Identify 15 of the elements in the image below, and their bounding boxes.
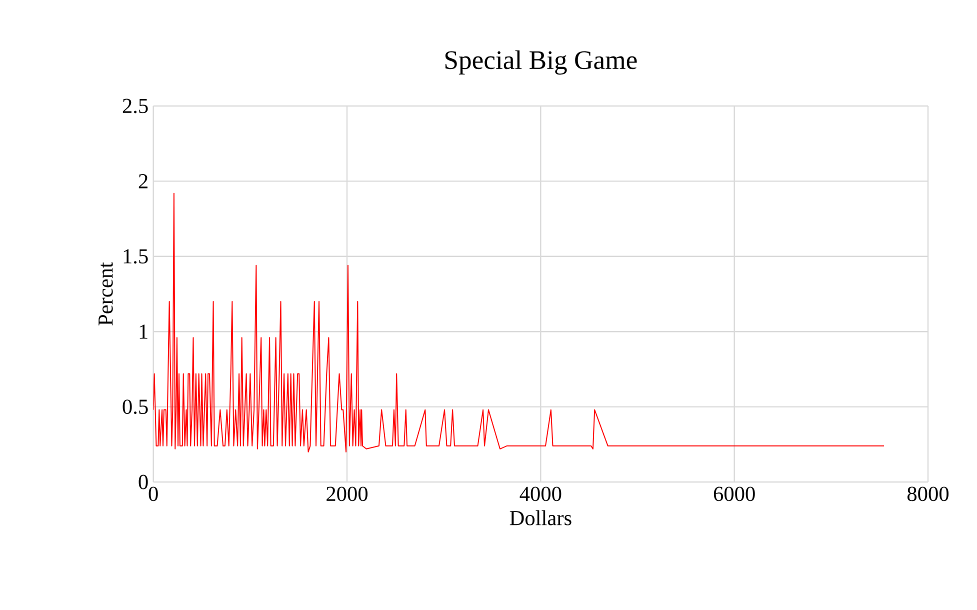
x-axis-title: Dollars <box>510 510 572 526</box>
x-tick-label: 8000 <box>907 486 949 502</box>
y-tick-label: 2.5 <box>122 98 148 114</box>
y-tick-label: 0 <box>138 474 148 490</box>
x-tick-label: 2000 <box>326 486 368 502</box>
y-tick-label: 1.5 <box>124 249 148 264</box>
y-tick-label: 2 <box>138 174 148 188</box>
y-tick-label: 1 <box>140 324 148 339</box>
chart-title: Special Big Game <box>445 50 637 75</box>
y-tick-label: 0.5 <box>122 400 148 414</box>
line-series <box>153 192 885 452</box>
x-tick-label: 0 <box>148 486 158 502</box>
x-tick-label: 4000 <box>520 486 562 502</box>
x-tick-label: 6000 <box>714 486 755 502</box>
y-axis-title: Percent <box>98 262 113 326</box>
